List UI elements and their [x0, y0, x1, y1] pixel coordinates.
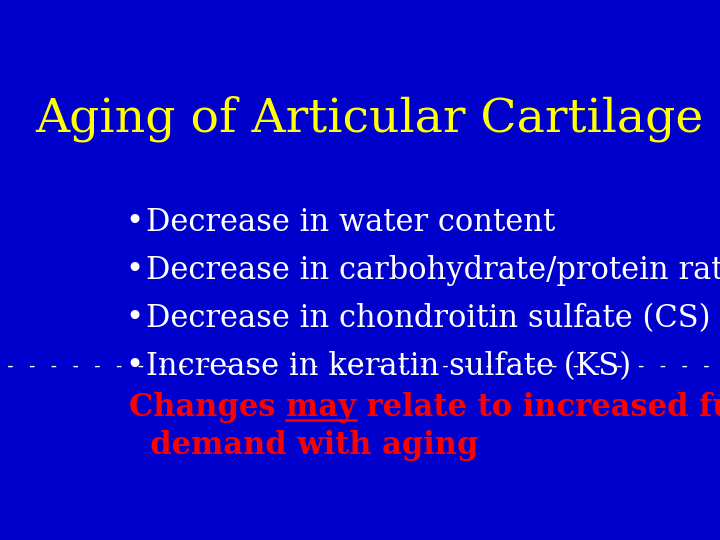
Text: Increase in keratin sulfate (KS): Increase in keratin sulfate (KS) — [145, 351, 631, 382]
Text: Decrease in water content: Decrease in water content — [145, 207, 555, 238]
Text: Changes may relate to increased functional: Changes may relate to increased function… — [129, 393, 720, 423]
Text: demand with aging: demand with aging — [129, 430, 478, 461]
Text: Aging of Articular Cartilage: Aging of Articular Cartilage — [35, 96, 703, 142]
Text: - - - - - - - - - - - - - - - - - - - - - - - - - - - - - - - - - - - - - - - - : - - - - - - - - - - - - - - - - - - - - … — [0, 357, 720, 375]
Text: Decrease in chondroitin sulfate (CS): Decrease in chondroitin sulfate (CS) — [145, 303, 711, 334]
Text: Decrease in carbohydrate/protein ratio: Decrease in carbohydrate/protein ratio — [145, 255, 720, 286]
Text: •: • — [125, 255, 144, 286]
Text: •: • — [125, 351, 144, 382]
Text: •: • — [125, 303, 144, 334]
Text: •: • — [125, 207, 144, 238]
